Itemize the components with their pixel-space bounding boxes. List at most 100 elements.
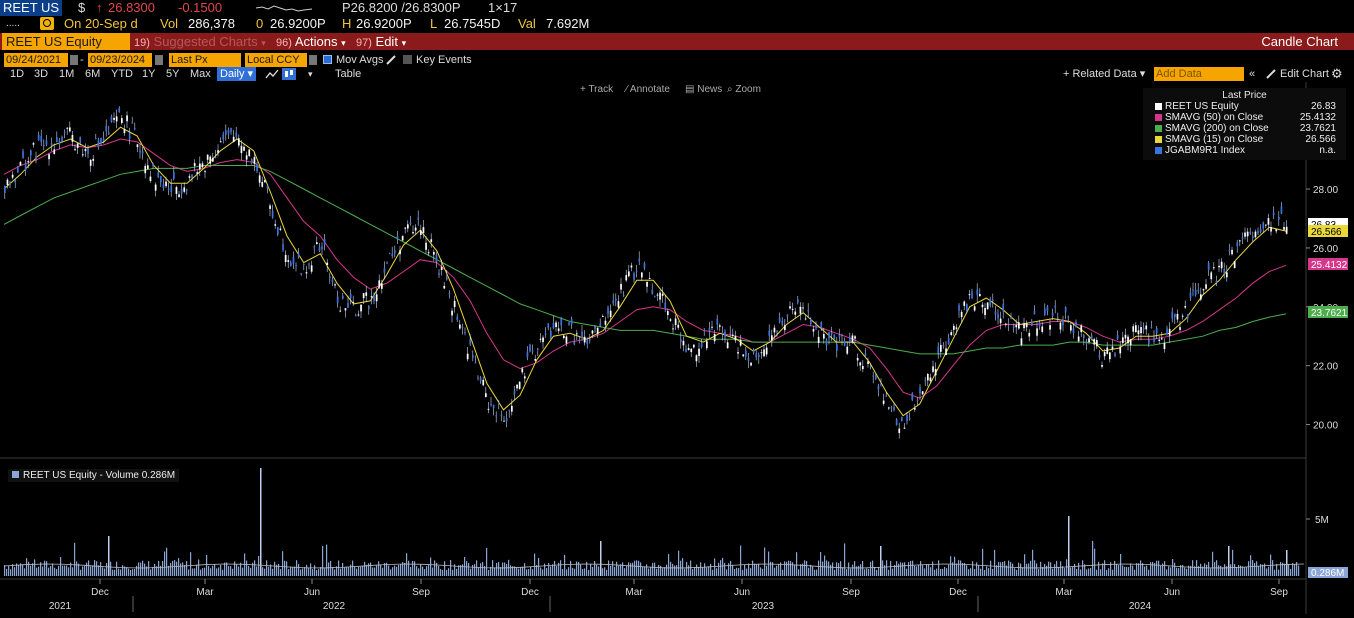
- volume-bar: [280, 569, 282, 576]
- period-1m-button[interactable]: 1M: [59, 68, 75, 80]
- candle-body: [375, 294, 378, 302]
- volume-bar: [514, 566, 516, 576]
- key-events-label[interactable]: Key Events: [416, 54, 472, 66]
- volume-bar: [920, 561, 922, 576]
- annotate-tool[interactable]: ⁄ Annotate: [626, 84, 670, 95]
- period-ytd-button[interactable]: YTD: [111, 68, 133, 80]
- candle-body: [557, 328, 560, 331]
- volume-bar: [924, 568, 926, 576]
- calendar-icon[interactable]: [70, 55, 78, 65]
- period-1y-button[interactable]: 1Y: [142, 68, 156, 80]
- candle-body: [589, 339, 591, 341]
- period-5y-button[interactable]: 5Y: [166, 68, 180, 80]
- candle-body: [1184, 306, 1187, 308]
- candle-body: [71, 134, 74, 142]
- mov-avgs-label[interactable]: Mov Avgs: [336, 54, 384, 66]
- volume-bar: [1038, 568, 1040, 576]
- period-1d-button[interactable]: 1D: [10, 68, 25, 80]
- security-field[interactable]: REET US Equity: [2, 33, 130, 50]
- volume-bar: [488, 569, 490, 576]
- legend-item[interactable]: SMAVG (200) on Close 23.7621: [1147, 123, 1342, 134]
- price-chart[interactable]: 20.0022.0024.0026.0028.0030.005MDecMarJu…: [0, 82, 1354, 618]
- line-chart-icon[interactable]: [265, 68, 279, 80]
- pencil-icon[interactable]: [1266, 69, 1276, 79]
- period-3d-button[interactable]: 3D: [34, 68, 49, 80]
- candle-body: [963, 301, 966, 306]
- chart-style-dropdown-icon[interactable]: ▾: [308, 69, 313, 79]
- dropdown-icon[interactable]: [309, 55, 317, 65]
- related-data-menu[interactable]: + Related Data ▾: [1063, 68, 1146, 80]
- ticker-label[interactable]: REET US: [0, 0, 63, 16]
- suggested-charts-menu[interactable]: 19) Suggested Charts ▾: [134, 34, 266, 49]
- start-date-field[interactable]: 09/24/2021: [4, 53, 68, 67]
- volume-bar: [678, 550, 680, 576]
- pencil-icon[interactable]: [386, 55, 396, 65]
- candle-body: [321, 246, 323, 250]
- mov-avgs-checkbox[interactable]: [323, 55, 332, 64]
- candle-body: [147, 165, 149, 169]
- table-button[interactable]: Table: [335, 68, 362, 80]
- candle-body: [1088, 338, 1090, 343]
- candle-body: [63, 131, 66, 133]
- candle-body: [238, 138, 240, 146]
- volume-bar: [710, 563, 712, 576]
- legend-item[interactable]: SMAVG (15) on Close 26.566: [1147, 134, 1342, 145]
- volume-bar: [594, 560, 596, 576]
- end-date-field[interactable]: 09/23/2024: [88, 53, 152, 67]
- actions-menu[interactable]: 96) Actions ▾: [276, 34, 346, 49]
- volume-bar: [1118, 565, 1120, 576]
- volume-bar: [398, 565, 400, 576]
- period-6m-button[interactable]: 6M: [85, 68, 101, 80]
- volume-bar: [896, 561, 898, 576]
- track-tool[interactable]: + Track: [580, 84, 614, 95]
- legend-item[interactable]: SMAVG (50) on Close 25.4132: [1147, 112, 1342, 123]
- collapse-icon[interactable]: «: [1249, 68, 1256, 80]
- candle-body: [1093, 339, 1096, 345]
- legend-item[interactable]: REET US Equity 26.83: [1147, 101, 1342, 112]
- key-events-checkbox[interactable]: [403, 55, 412, 64]
- candle-body: [1272, 212, 1275, 216]
- news-tool[interactable]: ▤ News: [685, 84, 723, 95]
- candle-body: [487, 408, 490, 410]
- volume-bar: [1084, 564, 1086, 576]
- volume-bar: [300, 569, 302, 576]
- currency-select[interactable]: Local CCY: [245, 53, 307, 67]
- gear-icon[interactable]: ⚙: [1331, 66, 1343, 81]
- volume-bar: [370, 562, 372, 576]
- candle-body: [882, 400, 885, 404]
- frequency-select[interactable]: Daily ▾: [217, 67, 257, 81]
- candle-body: [1002, 304, 1005, 312]
- candle-body: [461, 326, 464, 328]
- candle-body: [521, 368, 524, 373]
- volume-bar: [782, 569, 784, 576]
- volume-bar: [418, 568, 420, 576]
- volume-bar: [696, 564, 698, 576]
- volume-bar: [196, 564, 198, 576]
- legend-item[interactable]: JGABM9R1 Index n.a.: [1147, 145, 1342, 156]
- volume-bar: [892, 568, 894, 576]
- candle-icon[interactable]: [282, 68, 296, 80]
- zoom-tool[interactable]: ⌕ Zoom: [727, 84, 761, 95]
- volume-bar: [422, 566, 424, 576]
- volume-bar: [406, 553, 408, 576]
- calendar-icon[interactable]: [155, 55, 163, 65]
- volume-bar: [634, 560, 636, 576]
- candle-body: [529, 344, 531, 352]
- candle-body: [867, 361, 869, 364]
- add-data-input[interactable]: Add Data: [1154, 67, 1244, 81]
- volume-bar: [736, 567, 738, 576]
- volume-bar: [748, 563, 750, 576]
- candle-body: [409, 222, 412, 225]
- last-value-tag: [1308, 225, 1348, 237]
- candle-body: [817, 336, 820, 344]
- candle-body: [550, 330, 552, 338]
- volume-bar: [364, 561, 366, 576]
- volume-bar: [918, 564, 920, 576]
- edit-menu[interactable]: 97) Edit ▾: [356, 34, 407, 49]
- volume-bar: [526, 569, 528, 576]
- edit-chart-button[interactable]: Edit Chart: [1280, 68, 1329, 80]
- price-field-select[interactable]: Last Px: [169, 53, 241, 67]
- period-max-button[interactable]: Max: [190, 68, 211, 80]
- volume-bar: [192, 568, 194, 576]
- candle-body: [284, 254, 287, 263]
